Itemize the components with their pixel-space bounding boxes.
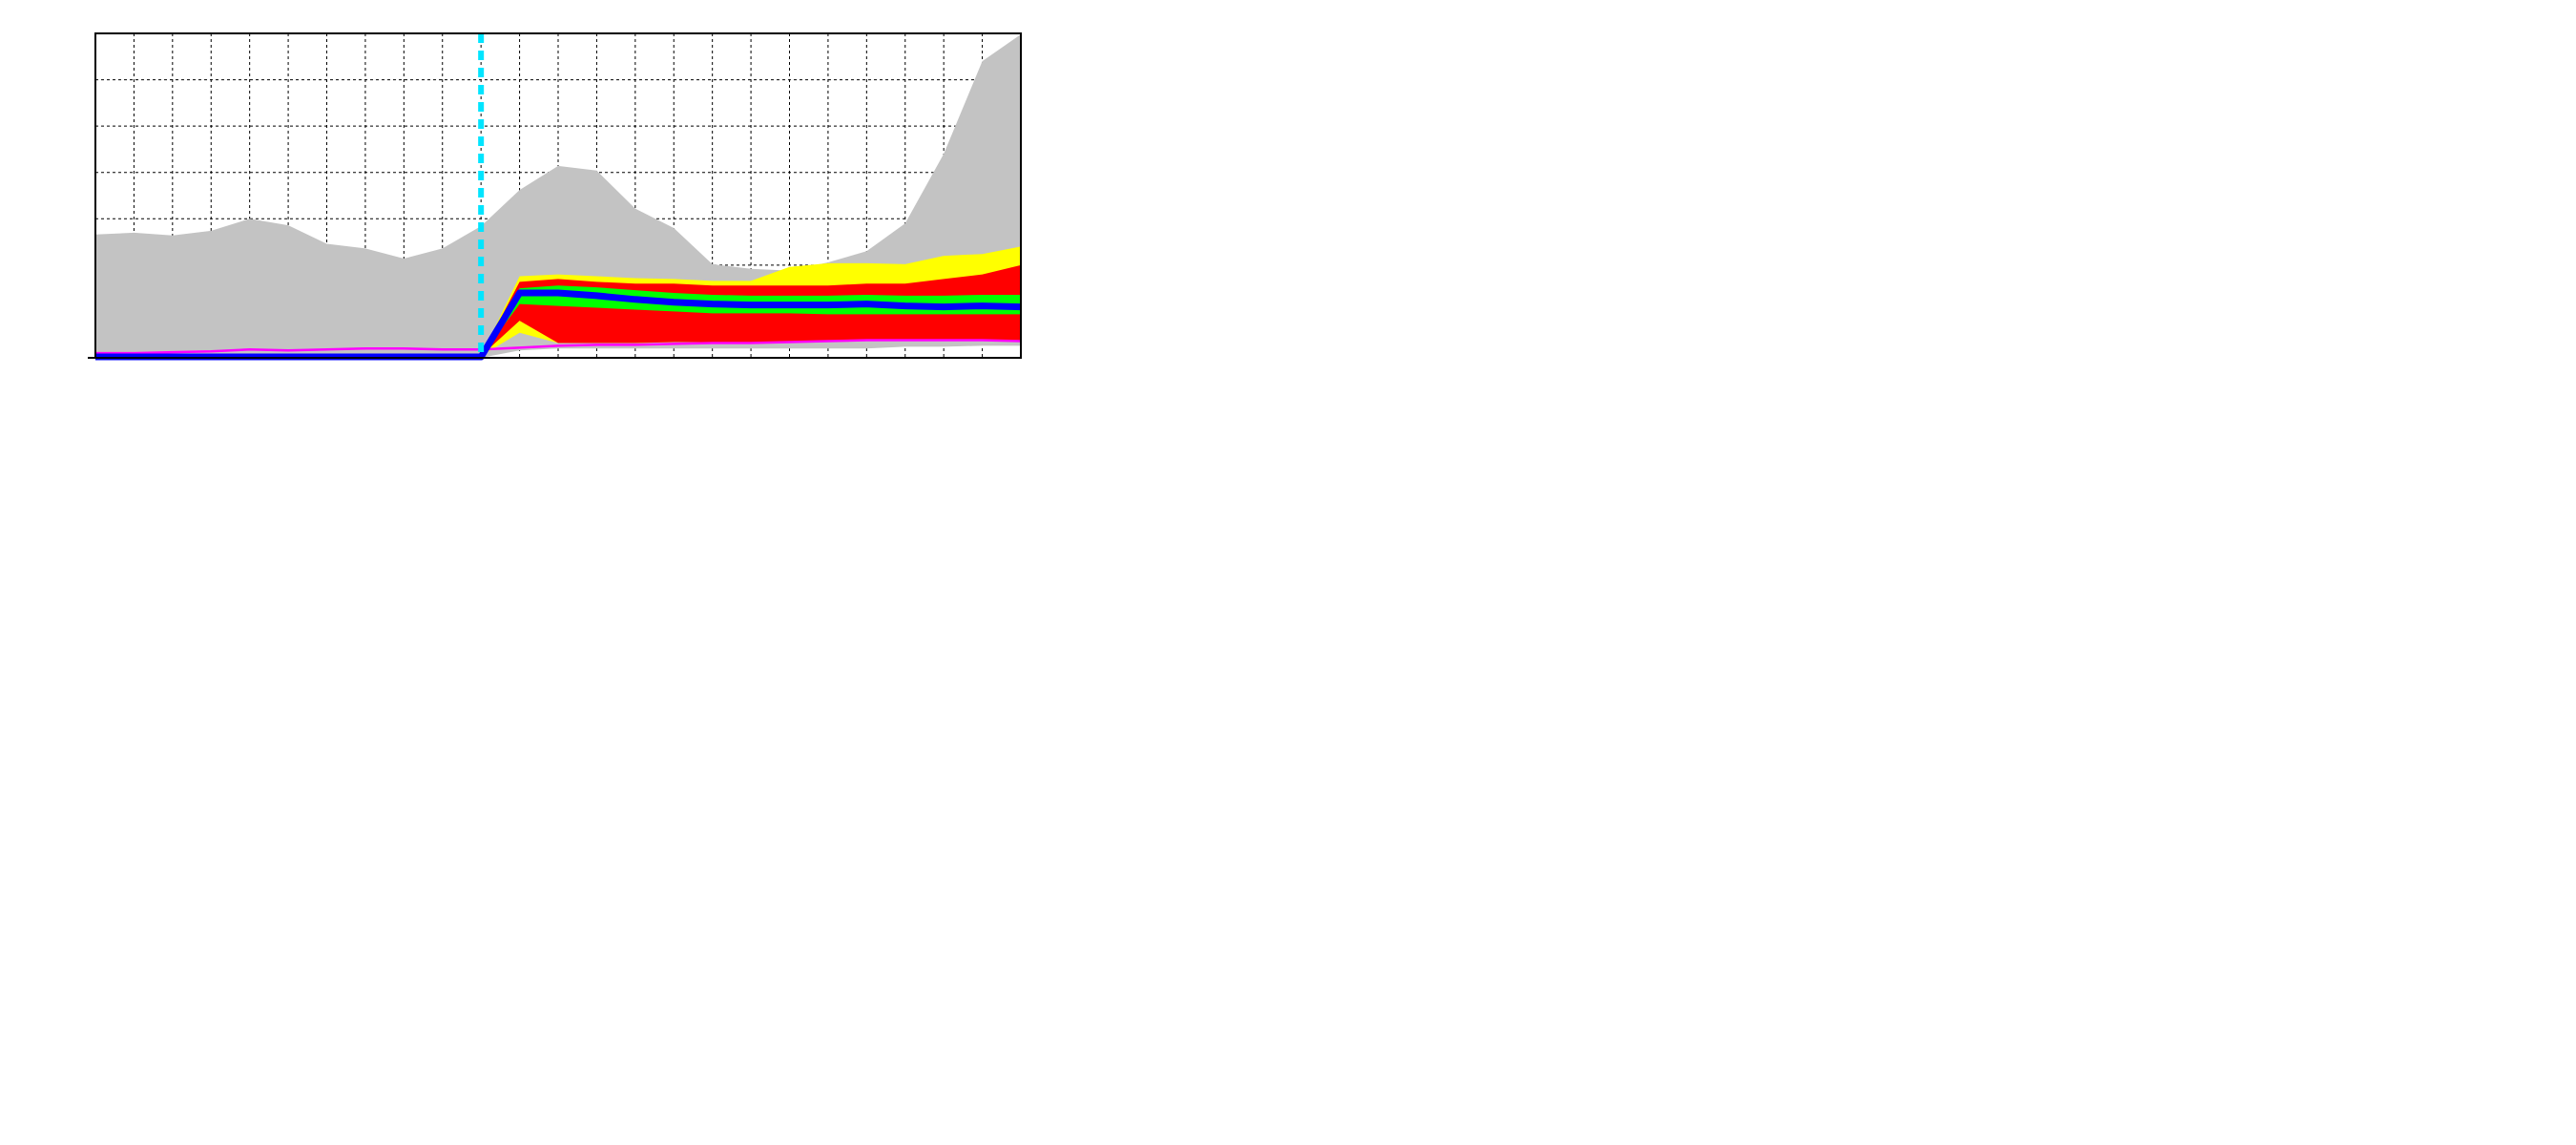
chart-root <box>0 0 1431 636</box>
chart-svg <box>0 0 1431 636</box>
